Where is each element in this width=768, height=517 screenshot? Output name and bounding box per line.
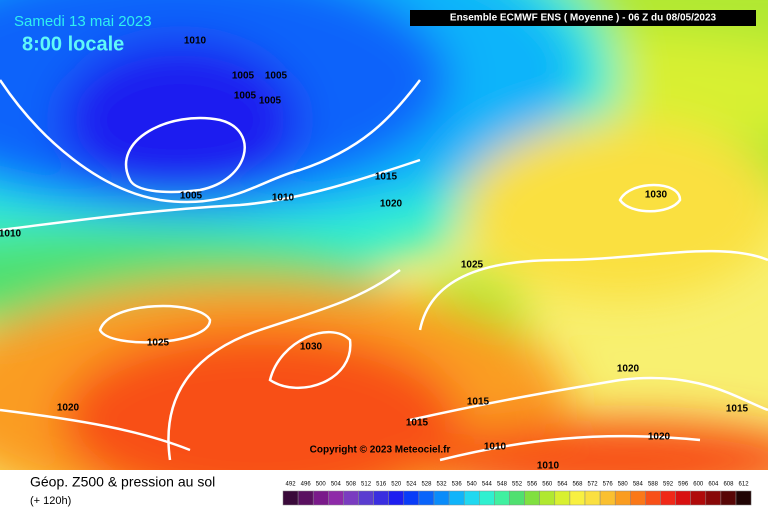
legend-swatch	[509, 490, 525, 506]
legend-label: 580	[618, 482, 629, 488]
legend-label: 576	[603, 482, 614, 488]
legend-swatch	[584, 490, 601, 506]
isobar-label: 1015	[406, 418, 429, 429]
legend-label: 596	[678, 482, 689, 488]
legend-swatch	[614, 490, 631, 506]
legend-label: 548	[497, 482, 508, 488]
legend-swatch	[388, 490, 405, 506]
legend-label: 528	[421, 482, 432, 488]
legend-label: 520	[391, 482, 402, 488]
legend-label: 608	[723, 482, 734, 488]
date: Samedi 13 mai 2023	[14, 13, 152, 30]
isobar-label: 1025	[461, 260, 484, 271]
isobar-label: 1030	[300, 342, 323, 353]
model-title: Ensemble ECMWF ENS ( Moyenne ) - 06 Z du…	[450, 13, 717, 24]
copyright: Copyright © 2023 Meteociel.fr	[310, 445, 451, 456]
legend-swatch	[660, 490, 676, 506]
legend-label: 516	[376, 482, 387, 488]
time: 8:00 locale	[22, 33, 124, 55]
legend-swatch	[282, 490, 299, 506]
legend-label: 504	[331, 482, 342, 488]
legend-swatch	[494, 490, 510, 506]
isobar-label: 1005	[265, 71, 288, 82]
legend-label: 572	[588, 482, 599, 488]
isobar-label: 1015	[375, 172, 398, 183]
legend-label: 496	[301, 482, 312, 488]
legend-swatch	[312, 490, 329, 506]
isobar-label: 1010	[184, 36, 207, 47]
legend-swatch	[358, 490, 374, 506]
legend-label: 532	[437, 482, 448, 488]
legend-swatch	[524, 490, 540, 506]
legend-swatch	[630, 490, 646, 506]
isobar-label: 1005	[180, 191, 203, 202]
isobar-label: 1010	[0, 229, 22, 240]
legend-swatch	[433, 490, 450, 506]
legend-label: 612	[739, 482, 750, 488]
legend-swatch	[448, 490, 465, 506]
isobar-label: 1010	[484, 442, 507, 453]
footer-lead: (+ 120h)	[30, 495, 71, 507]
isobar-label: 1015	[467, 397, 490, 408]
legend-swatch	[735, 490, 752, 506]
isobar-label: 1030	[645, 190, 668, 201]
legend-swatch	[418, 490, 435, 506]
legend-label: 492	[286, 482, 297, 488]
legend-swatch	[403, 490, 420, 506]
legend-swatch	[343, 490, 359, 506]
legend-swatch	[569, 490, 586, 506]
legend-swatch	[297, 490, 314, 506]
legend-swatch	[539, 490, 556, 506]
isobar-label: 1020	[648, 432, 671, 443]
model-box	[410, 10, 756, 26]
legend-swatch	[705, 490, 722, 506]
legend-swatch	[690, 490, 707, 506]
footer-title: Géop. Z500 & pression au sol	[30, 474, 215, 490]
legend-label: 556	[527, 482, 538, 488]
legend-label: 500	[316, 482, 327, 488]
legend-label: 568	[572, 482, 583, 488]
legend-label: 540	[467, 482, 478, 488]
legend-swatch	[463, 490, 480, 506]
legend-label: 512	[361, 482, 372, 488]
legend-swatch	[554, 490, 571, 506]
legend-label: 584	[633, 482, 644, 488]
legend-label: 588	[648, 482, 659, 488]
legend-label: 600	[693, 482, 704, 488]
isobar-label: 1005	[259, 96, 282, 107]
legend-label: 552	[512, 482, 523, 488]
isobar-label: 1010	[537, 461, 560, 472]
legend-swatch	[599, 490, 616, 506]
legend-label: 536	[452, 482, 463, 488]
isobar-labels: 1010 1005 1005 1005 1005 1005 1010 1015 …	[0, 36, 749, 472]
legend-label: 564	[557, 482, 568, 488]
legend-label: 508	[346, 482, 357, 488]
legend-label: 524	[406, 482, 417, 488]
isobar-label: 1010	[272, 193, 295, 204]
legend-swatch	[675, 490, 691, 506]
legend-label: 604	[708, 482, 719, 488]
isobar-label: 1005	[232, 71, 255, 82]
legend-label: 544	[482, 482, 493, 488]
isobar-label: 1020	[380, 199, 403, 210]
isobar-label: 1025	[147, 338, 170, 349]
color-legend: 492 496 500 504 508 512 516 520 524 528 532 536 540 5…	[282, 482, 752, 506]
legend-label: 592	[663, 482, 674, 488]
legend-swatch	[720, 490, 737, 506]
isobar-label: 1020	[617, 364, 640, 375]
legend-swatch	[373, 490, 389, 506]
isobar-label: 1005	[234, 91, 257, 102]
legend-label: 560	[542, 482, 553, 488]
isobar-label: 1020	[57, 403, 80, 414]
isobar-label: 1015	[726, 404, 749, 415]
legend-swatch	[328, 490, 344, 506]
legend-swatch	[479, 490, 495, 506]
legend-swatch	[645, 490, 661, 506]
